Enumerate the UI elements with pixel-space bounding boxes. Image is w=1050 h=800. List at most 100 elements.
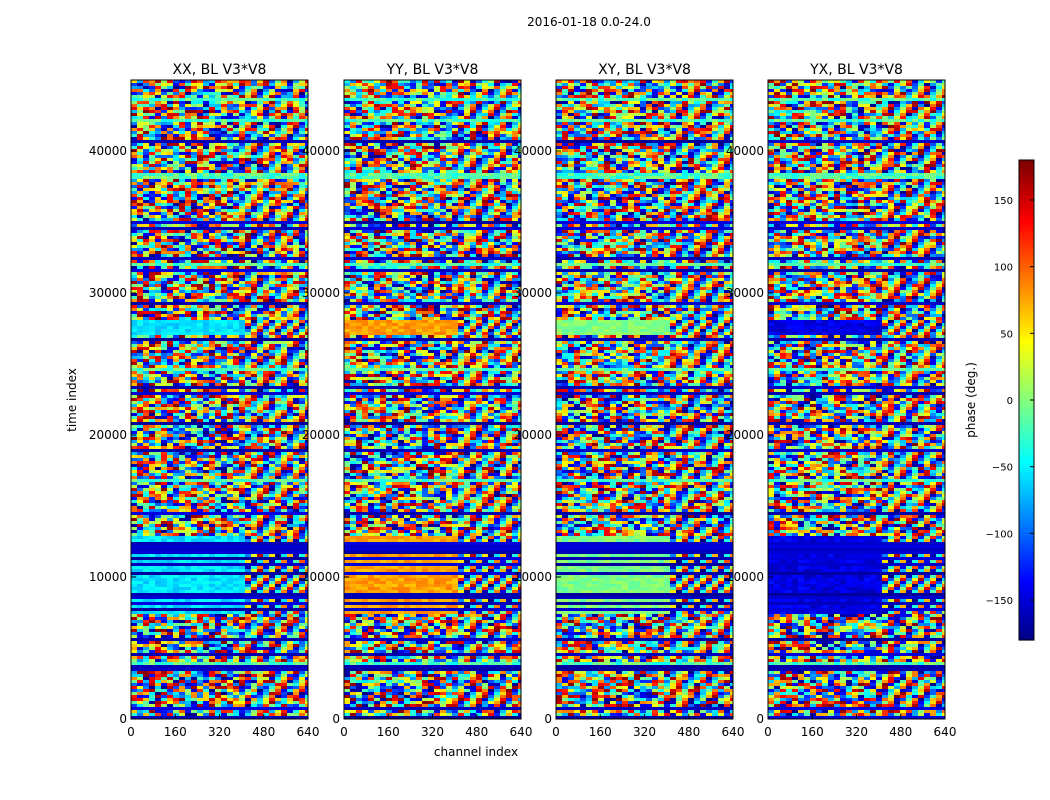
x-tick-label: 0 [127,725,135,739]
colorbar-segment [1019,572,1034,577]
colorbar-segment [1019,320,1034,325]
colorbar-segment [1019,220,1034,225]
colorbar-segment [1019,528,1034,533]
x-tick-label: 0 [552,725,560,739]
y-tick-label: 30000 [89,286,127,300]
colorbar-tick-label: −150 [986,596,1013,607]
x-tick-label: 480 [677,725,700,739]
colorbar-segment [1019,444,1034,449]
y-axis-label: time index [65,368,79,432]
y-tick-label: 40000 [302,144,340,158]
colorbar-segment [1019,512,1034,517]
colorbar-segment [1019,556,1034,561]
colorbar-segment [1019,324,1034,329]
colorbar-segment [1019,368,1034,373]
colorbar-segment [1019,276,1034,281]
colorbar-segment [1019,336,1034,341]
colorbar-segment [1019,516,1034,521]
colorbar-segment [1019,356,1034,361]
colorbar-segment [1019,284,1034,289]
colorbar-segment [1019,428,1034,433]
y-tick-label: 20000 [726,428,764,442]
colorbar-segment [1019,460,1034,465]
colorbar-segment [1019,244,1034,249]
colorbar-segment [1019,408,1034,413]
panel-title: XX, BL V3*V8 [173,62,267,78]
y-tick-label: 40000 [89,144,127,158]
x-tick-label: 480 [252,725,275,739]
colorbar-segment [1019,484,1034,489]
colorbar-segment [1019,636,1034,641]
colorbar-segment [1019,236,1034,241]
y-tick-label: 10000 [89,570,127,584]
colorbar-label: phase (deg.) [964,362,978,438]
colorbar-segment [1019,432,1034,437]
y-tick-label: 0 [119,712,127,726]
colorbar-segment [1019,464,1034,469]
panel-title: YX, BL V3*V8 [809,62,903,78]
colorbar-segment [1019,492,1034,497]
colorbar-segment [1019,612,1034,617]
y-tick-label: 30000 [302,286,340,300]
y-tick-label: 10000 [302,570,340,584]
colorbar-segment [1019,256,1034,261]
colorbar-segment [1019,588,1034,593]
colorbar-segment [1019,364,1034,369]
colorbar-segment [1019,624,1034,629]
colorbar-segment [1019,196,1034,201]
colorbar-segment [1019,172,1034,177]
colorbar-segment [1019,308,1034,313]
y-tick-label: 10000 [726,570,764,584]
colorbar: −150 −100 −50 0 50 100 150 [986,159,1035,641]
colorbar-segment [1019,200,1034,205]
x-tick-label: 640 [510,725,533,739]
colorbar-segment [1019,252,1034,257]
colorbar-segment [1019,192,1034,197]
colorbar-segment [1019,348,1034,353]
colorbar-segment [1019,440,1034,445]
colorbar-segment [1019,456,1034,461]
panel-title: YY, BL V3*V8 [386,62,479,78]
colorbar-segment [1019,452,1034,457]
x-tick-label: 0 [340,725,348,739]
colorbar-tick-label: −50 [992,463,1013,474]
colorbar-segment [1019,412,1034,417]
colorbar-segment [1019,216,1034,221]
colorbar-segment [1019,376,1034,381]
colorbar-segment [1019,544,1034,549]
colorbar-segment [1019,264,1034,269]
panel-title: XY, BL V3*V8 [598,62,691,78]
colorbar-segment [1019,580,1034,585]
y-tick-label: 0 [332,712,340,726]
colorbar-segment [1019,168,1034,173]
figure-suptitle: 2016-01-18 0.0-24.0 [527,15,651,29]
colorbar-segment [1019,296,1034,301]
colorbar-tick-label: 100 [994,263,1013,274]
colorbar-segment [1019,576,1034,581]
x-tick-label: 640 [297,725,320,739]
x-tick-label: 0 [764,725,772,739]
y-tick-label: 30000 [726,286,764,300]
x-tick-label: 160 [377,725,400,739]
y-tick-label: 20000 [514,428,552,442]
colorbar-segment [1019,524,1034,529]
x-tick-label: 320 [845,725,868,739]
colorbar-segment [1019,272,1034,277]
x-axis-label: channel index [434,745,518,759]
colorbar-segment [1019,204,1034,209]
colorbar-segment [1019,300,1034,305]
colorbar-segment [1019,548,1034,553]
colorbar-segment [1019,280,1034,285]
colorbar-segment [1019,540,1034,545]
colorbar-segment [1019,208,1034,213]
colorbar-segment [1019,476,1034,481]
colorbar-segment [1019,228,1034,233]
colorbar-segment [1019,372,1034,377]
colorbar-segment [1019,400,1034,405]
colorbar-segment [1019,600,1034,605]
colorbar-segment [1019,552,1034,557]
colorbar-segment [1019,304,1034,309]
colorbar-segment [1019,224,1034,229]
x-tick-label: 640 [722,725,745,739]
colorbar-segment [1019,436,1034,441]
